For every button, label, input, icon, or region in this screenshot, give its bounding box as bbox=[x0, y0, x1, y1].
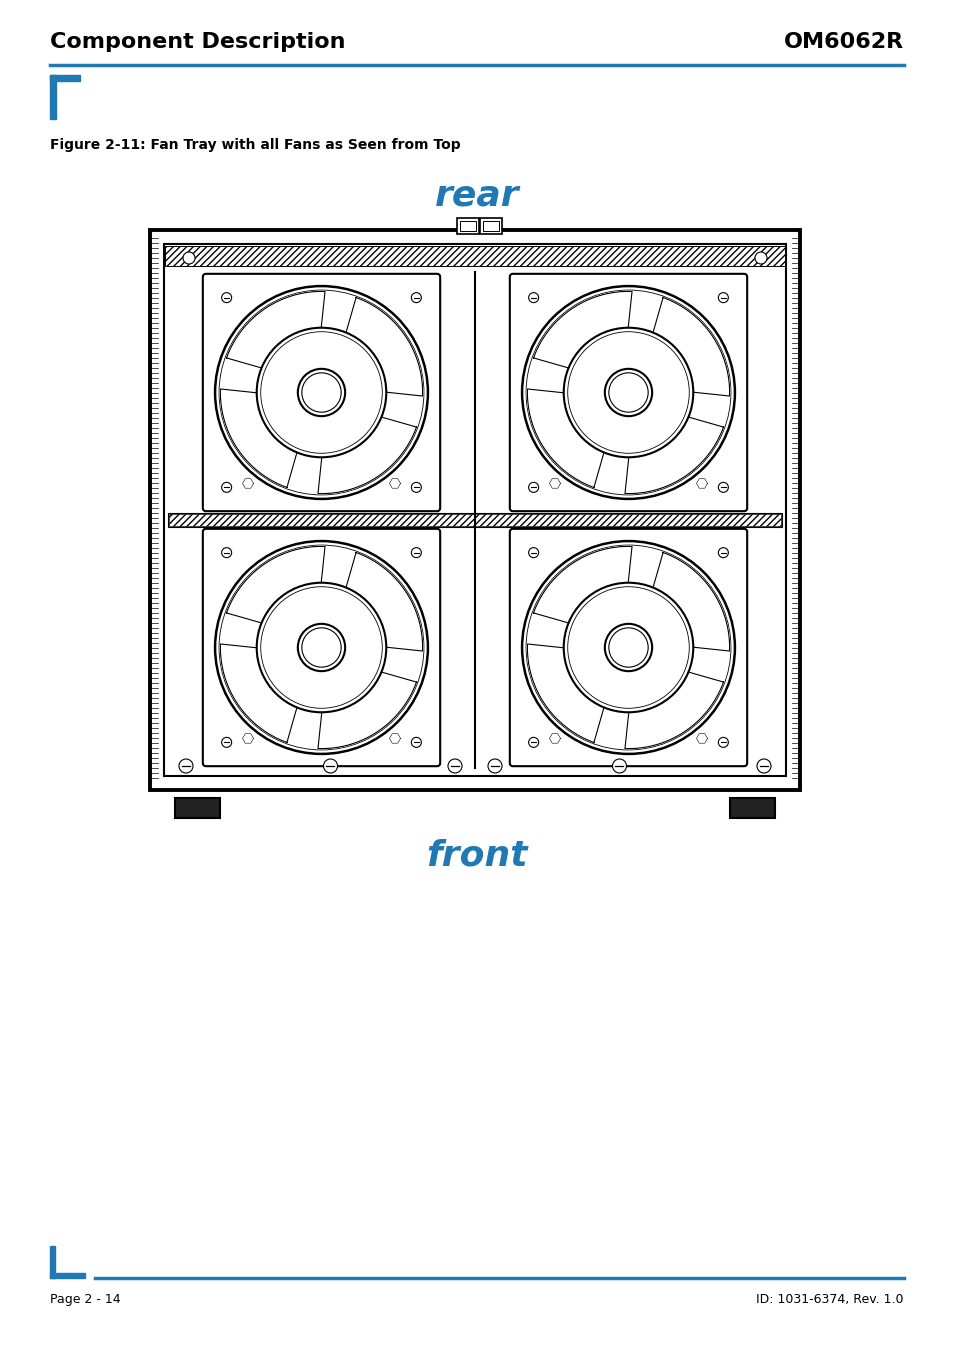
Circle shape bbox=[488, 759, 501, 774]
Polygon shape bbox=[647, 297, 729, 396]
Circle shape bbox=[260, 587, 382, 709]
Circle shape bbox=[563, 328, 693, 458]
Circle shape bbox=[183, 252, 194, 265]
Bar bbox=[459, 221, 476, 231]
Bar bbox=[50, 1246, 55, 1278]
Circle shape bbox=[604, 369, 652, 416]
Text: Component Description: Component Description bbox=[50, 32, 345, 53]
Circle shape bbox=[323, 759, 337, 774]
Circle shape bbox=[528, 293, 538, 302]
Polygon shape bbox=[647, 552, 729, 651]
Circle shape bbox=[221, 482, 232, 493]
Circle shape bbox=[221, 548, 232, 558]
Circle shape bbox=[718, 293, 727, 302]
FancyBboxPatch shape bbox=[203, 274, 439, 512]
Polygon shape bbox=[527, 389, 609, 487]
Circle shape bbox=[260, 332, 382, 454]
Circle shape bbox=[256, 328, 386, 458]
Circle shape bbox=[528, 737, 538, 748]
Circle shape bbox=[448, 759, 461, 774]
FancyBboxPatch shape bbox=[203, 529, 439, 767]
Polygon shape bbox=[624, 412, 722, 494]
Polygon shape bbox=[533, 547, 632, 628]
Polygon shape bbox=[533, 292, 632, 374]
Circle shape bbox=[567, 332, 689, 454]
Polygon shape bbox=[317, 412, 416, 494]
Bar bbox=[479, 217, 501, 234]
Bar bbox=[164, 244, 785, 776]
Polygon shape bbox=[624, 667, 722, 749]
Polygon shape bbox=[527, 644, 609, 742]
Polygon shape bbox=[317, 667, 416, 749]
Text: Figure 2-11: Fan Tray with all Fans as Seen from Top: Figure 2-11: Fan Tray with all Fans as S… bbox=[50, 138, 460, 153]
Bar bbox=[165, 246, 784, 266]
Circle shape bbox=[256, 583, 386, 713]
Bar bbox=[168, 513, 781, 526]
Bar bbox=[150, 230, 800, 790]
Text: ID: 1031-6374, Rev. 1.0: ID: 1031-6374, Rev. 1.0 bbox=[756, 1293, 903, 1307]
Text: front: front bbox=[426, 838, 527, 872]
Bar bbox=[456, 217, 478, 234]
Bar bbox=[50, 1273, 85, 1278]
Text: Page 2 - 14: Page 2 - 14 bbox=[50, 1293, 120, 1307]
Polygon shape bbox=[226, 547, 325, 628]
Circle shape bbox=[612, 759, 626, 774]
Circle shape bbox=[754, 252, 766, 265]
Circle shape bbox=[411, 482, 421, 493]
Circle shape bbox=[718, 482, 727, 493]
Circle shape bbox=[221, 737, 232, 748]
Text: OM6062R: OM6062R bbox=[783, 32, 903, 53]
Circle shape bbox=[718, 548, 727, 558]
Polygon shape bbox=[220, 389, 302, 487]
Circle shape bbox=[411, 737, 421, 748]
Circle shape bbox=[563, 583, 693, 713]
Circle shape bbox=[528, 482, 538, 493]
Bar bbox=[50, 76, 56, 119]
Polygon shape bbox=[340, 297, 422, 396]
Circle shape bbox=[528, 548, 538, 558]
Polygon shape bbox=[220, 644, 302, 742]
Circle shape bbox=[567, 587, 689, 709]
Bar bbox=[50, 76, 80, 81]
Circle shape bbox=[608, 373, 647, 412]
Bar bbox=[169, 514, 781, 526]
FancyBboxPatch shape bbox=[509, 529, 746, 767]
Circle shape bbox=[221, 293, 232, 302]
Bar bbox=[729, 798, 774, 818]
Circle shape bbox=[411, 548, 421, 558]
Bar bbox=[174, 798, 220, 818]
Circle shape bbox=[301, 628, 341, 667]
Polygon shape bbox=[340, 552, 422, 651]
Circle shape bbox=[718, 737, 727, 748]
Text: rear: rear bbox=[435, 178, 518, 212]
FancyBboxPatch shape bbox=[509, 274, 746, 512]
Bar bbox=[482, 221, 498, 231]
Circle shape bbox=[301, 373, 341, 412]
Circle shape bbox=[297, 624, 345, 671]
Circle shape bbox=[179, 759, 193, 774]
Circle shape bbox=[411, 293, 421, 302]
Polygon shape bbox=[226, 292, 325, 374]
Circle shape bbox=[604, 624, 652, 671]
Circle shape bbox=[757, 759, 770, 774]
Circle shape bbox=[297, 369, 345, 416]
Circle shape bbox=[608, 628, 647, 667]
